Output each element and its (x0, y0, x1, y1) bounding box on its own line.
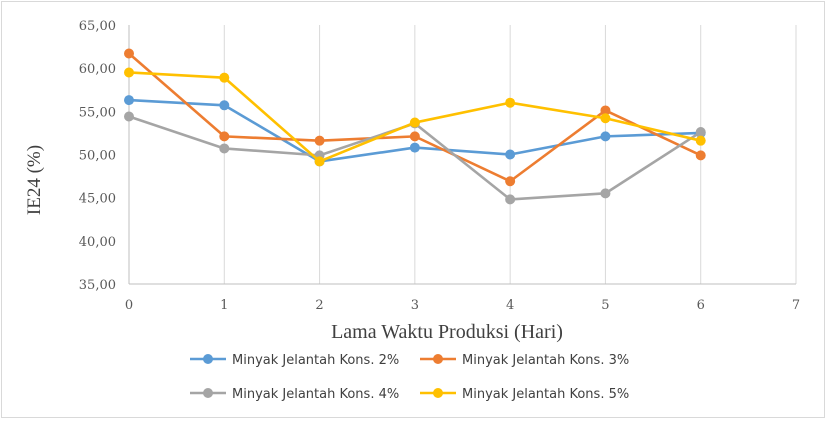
data-point (124, 67, 134, 78)
x-tick-label: 2 (315, 298, 323, 313)
data-point (124, 95, 134, 106)
data-point (124, 48, 134, 59)
data-point (219, 72, 230, 83)
data-point (600, 105, 611, 116)
data-point (600, 113, 611, 124)
legend-label: Minyak Jelantah Kons. 3% (462, 353, 629, 368)
data-point (695, 150, 706, 161)
data-point (695, 127, 706, 138)
x-axis-title: Lama Waktu Produksi (Hari) (331, 321, 563, 343)
data-point (695, 135, 706, 146)
legend-marker (203, 388, 213, 398)
legend: Minyak Jelantah Kons. 2% Minyak Jelantah … (190, 353, 629, 402)
y-axis-title: IE24 (%) (24, 145, 45, 215)
data-point (219, 131, 230, 142)
data-point (505, 194, 516, 205)
x-tick-label: 3 (411, 298, 419, 313)
x-tick-label: 4 (506, 298, 514, 313)
series-lines (124, 48, 706, 205)
legend-label: Minyak Jelantah Kons. 4% (232, 387, 399, 402)
y-tick-labels: 35,00 40,00 45,00 50,00 55,00 60,00 65,00 (79, 19, 116, 293)
data-point (219, 100, 230, 111)
y-tick-label: 50,00 (79, 149, 116, 164)
data-point (505, 149, 516, 160)
x-tick-label: 6 (697, 298, 705, 313)
x-tick-labels: 0 1 2 3 4 5 6 7 (125, 298, 800, 313)
x-tick-label: 1 (220, 298, 228, 313)
data-point (409, 131, 420, 142)
y-tick-label: 45,00 (79, 192, 116, 207)
legend-marker (203, 354, 213, 364)
legend-marker (433, 354, 443, 364)
data-point (409, 142, 420, 153)
data-point (600, 131, 611, 142)
y-tick-label: 40,00 (79, 235, 116, 250)
x-tick-label: 5 (601, 298, 609, 313)
legend-label: Minyak Jelantah Kons. 2% (232, 353, 399, 368)
y-tick-label: 35,00 (79, 278, 116, 293)
legend-marker (433, 388, 443, 398)
data-point (600, 188, 611, 199)
y-tick-label: 55,00 (79, 105, 116, 120)
data-point (124, 111, 134, 122)
data-point (314, 135, 325, 146)
data-point (314, 156, 325, 167)
legend-label: Minyak Jelantah Kons. 5% (462, 387, 629, 402)
data-point (409, 117, 420, 128)
y-tick-label: 65,00 (79, 19, 116, 34)
data-point (505, 97, 516, 108)
x-tick-label: 7 (792, 298, 800, 313)
data-point (219, 143, 230, 154)
data-point (505, 176, 516, 187)
y-tick-label: 60,00 (79, 62, 116, 77)
x-tick-label: 0 (125, 298, 133, 313)
